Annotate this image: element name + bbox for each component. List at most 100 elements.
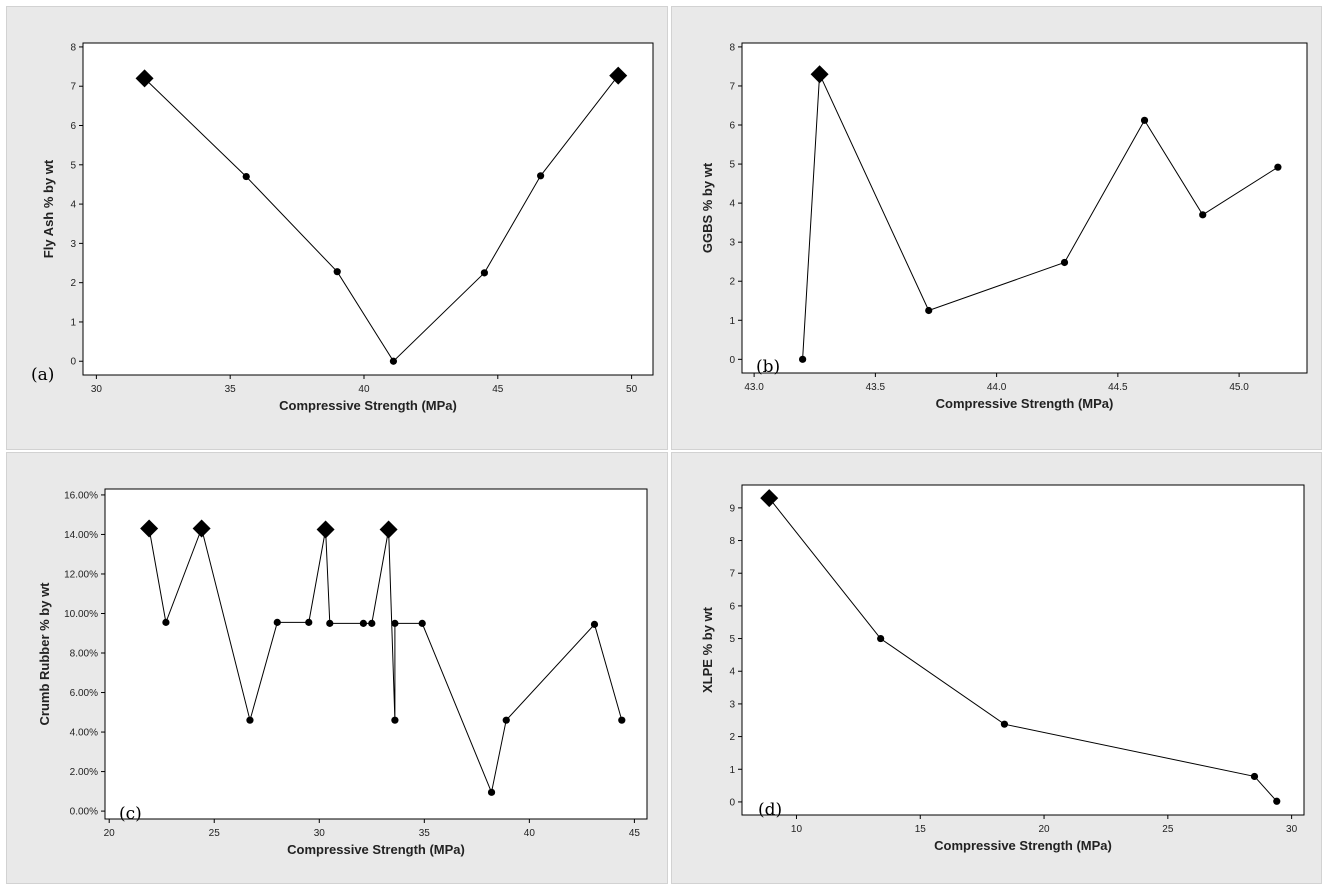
y-tick-label: 1 [70, 317, 76, 328]
x-tick-label: 43.5 [866, 382, 886, 393]
x-tick-label: 45 [492, 384, 504, 395]
y-tick-label: 3 [729, 699, 735, 710]
y-tick-label: 2.00% [70, 767, 98, 778]
y-tick-label: 0 [70, 357, 76, 368]
y-tick-label: 3 [729, 238, 735, 249]
data-point [391, 716, 399, 724]
data-point [1250, 772, 1259, 781]
x-tick-label: 40 [524, 828, 536, 839]
data-point [1199, 211, 1207, 219]
series-line [148, 526, 623, 795]
data-point [326, 619, 334, 627]
y-tick-label: 3 [70, 239, 76, 250]
data-point [925, 306, 933, 315]
data-point [618, 716, 626, 724]
data-point [487, 788, 496, 796]
y-tick-label: 1 [729, 316, 735, 327]
y-tick-label: 7 [70, 82, 76, 93]
y-tick-label: 9 [729, 503, 735, 514]
y-tick-label: 7 [729, 569, 735, 580]
y-tick-label: 6 [729, 601, 735, 612]
x-tick-label: 44.5 [1108, 382, 1128, 393]
data-point-diamond [140, 519, 159, 538]
chart-panel-d: 0 1 2 3 4 5 6 7 8 9 10 15 20 25 30 Compressive Strength… [671, 452, 1322, 884]
y-tick-label: 4 [729, 667, 735, 678]
data-point [418, 619, 426, 627]
y-tick-label: 6 [70, 121, 76, 132]
x-tick-label: 35 [419, 828, 431, 839]
chart-d-svg: 0 1 2 3 4 5 6 7 8 9 10 15 20 25 30 Compressive Strength… [700, 484, 1305, 853]
data-point [1273, 797, 1281, 805]
y-axis-title: XLPE % by wt [700, 606, 715, 693]
y-tick-label: 0 [729, 355, 735, 366]
panel-label: (c) [119, 804, 142, 824]
y-tick-label: 5 [729, 634, 735, 645]
y-tick-label: 4 [729, 199, 735, 210]
x-axis-title: Compressive Strength (MPa) [279, 398, 457, 413]
x-tick-label: 30 [314, 828, 326, 839]
data-point-diamond [760, 489, 779, 508]
data-point [359, 619, 367, 627]
data-point-diamond [810, 65, 829, 84]
y-tick-label: 4.00% [70, 728, 98, 739]
data-point [246, 716, 254, 724]
data-point-diamond [192, 519, 211, 538]
y-tick-label: 0 [729, 797, 735, 808]
data-point [333, 268, 341, 276]
x-tick-label: 35 [225, 384, 237, 395]
data-point-diamond [316, 520, 335, 539]
y-tick-label: 1 [729, 765, 735, 776]
data-point [162, 618, 170, 626]
y-tick-label: 2 [729, 277, 735, 288]
x-tick-label: 20 [1038, 824, 1050, 835]
y-tick-label: 0.00% [70, 807, 98, 818]
panel-label: (a) [31, 365, 54, 385]
chart-panel-a: 0 1 2 3 4 5 6 7 8 30 35 40 45 50 Compressive Strength … [6, 6, 668, 450]
chart-panel-c: 0.00% 2.00% 4.00% 6.00% 8.00% 10.00% 12.00% 14.… [6, 452, 668, 884]
y-tick-label: 16.00% [64, 490, 98, 501]
x-axis-title: Compressive Strength (MPa) [936, 396, 1114, 411]
y-tick-label: 8 [729, 536, 735, 547]
x-tick-label: 10 [791, 824, 803, 835]
chart-panel-b: 0 1 2 3 4 5 6 7 8 43.0 43.5 44.0 44.5 45.0 Compressive… [671, 6, 1322, 450]
data-point [305, 618, 313, 626]
y-tick-label: 8.00% [70, 649, 98, 660]
y-tick-label: 4 [70, 200, 76, 211]
plot-area [82, 42, 654, 376]
x-tick-label: 30 [1286, 824, 1298, 835]
y-tick-label: 8 [70, 42, 76, 53]
y-tick-label: 6 [729, 121, 735, 132]
y-tick-label: 6.00% [70, 688, 98, 699]
plot-area [741, 484, 1305, 816]
y-tick-label: 8 [729, 42, 735, 53]
x-axis-title: Compressive Strength (MPa) [934, 838, 1112, 853]
x-tick-label: 43.0 [744, 382, 764, 393]
panel-label: (d) [758, 800, 782, 820]
y-tick-label: 14.00% [64, 530, 98, 541]
data-point [242, 172, 250, 181]
y-tick-label: 10.00% [64, 609, 98, 620]
data-point [877, 634, 885, 643]
data-point [391, 619, 399, 627]
data-point [389, 357, 398, 365]
x-tick-label: 20 [104, 828, 116, 839]
y-axis-title: Fly Ash % by wt [41, 159, 56, 258]
x-tick-label: 50 [626, 384, 638, 395]
y-tick-label: 2 [729, 732, 735, 743]
data-point [502, 716, 510, 724]
data-point [480, 269, 489, 277]
x-tick-label: 30 [91, 384, 103, 395]
plot-area [104, 488, 648, 820]
y-axis-title: GGBS % by wt [700, 162, 715, 253]
chart-c-svg: 0.00% 2.00% 4.00% 6.00% 8.00% 10.00% 12.00% 14.… [37, 488, 648, 857]
x-axis-title: Compressive Strength (MPa) [287, 842, 465, 857]
data-point [537, 172, 545, 180]
x-tick-label: 44.0 [987, 382, 1007, 393]
plot-area [741, 42, 1308, 374]
chart-b-svg: 0 1 2 3 4 5 6 7 8 43.0 43.5 44.0 44.5 45.0 Compressive… [700, 42, 1308, 411]
data-point [1060, 258, 1069, 267]
y-tick-label: 7 [729, 81, 735, 92]
data-point [1274, 163, 1282, 171]
